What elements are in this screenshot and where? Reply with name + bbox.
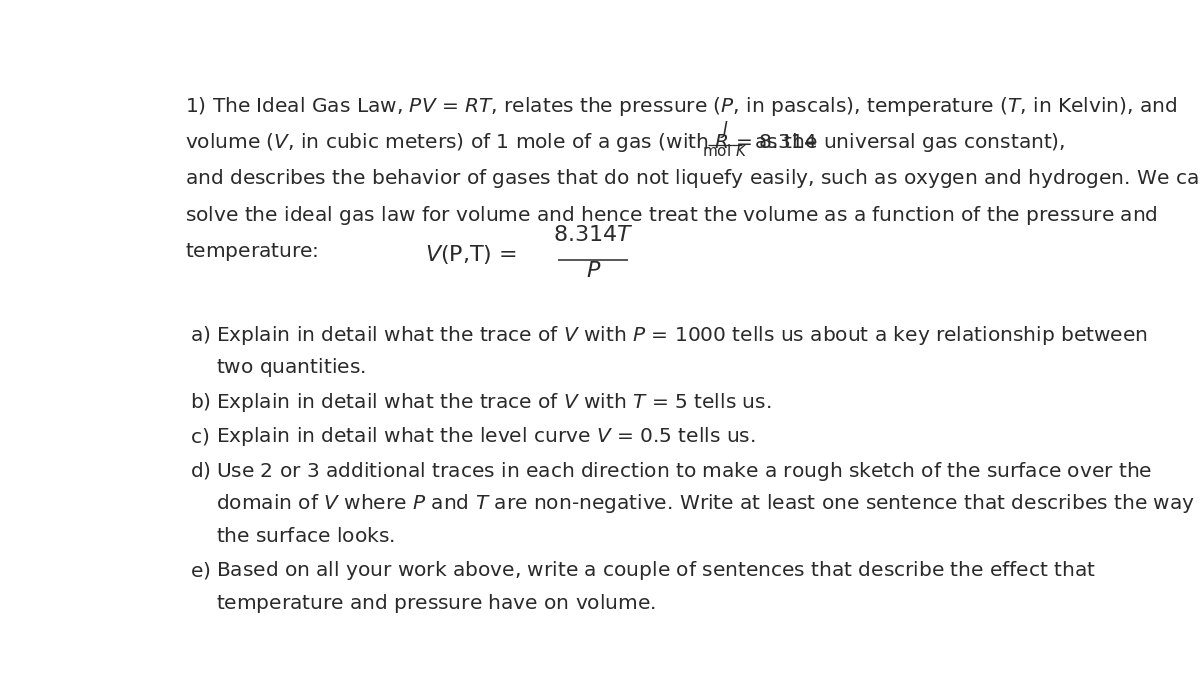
Text: $\text{Explain in detail what the level curve }\mathit{V}\text{ = 0.5 tells us.}: $\text{Explain in detail what the level …: [216, 425, 756, 449]
Text: $\mathit{P}$: $\mathit{P}$: [586, 260, 601, 280]
Text: $\text{temperature:}$: $\text{temperature:}$: [185, 240, 318, 263]
Text: $\text{and describes the behavior of gases that do not liquefy easily, such as o: $\text{and describes the behavior of gas…: [185, 167, 1200, 190]
Text: $\text{temperature and pressure have on volume.}$: $\text{temperature and pressure have on …: [216, 592, 655, 615]
Text: $\text{the surface looks.}$: $\text{the surface looks.}$: [216, 526, 395, 546]
Text: $\text{two quantities.}$: $\text{two quantities.}$: [216, 356, 366, 379]
Text: $\text{ as the universal gas constant),}$: $\text{ as the universal gas constant),}…: [749, 131, 1066, 154]
Text: mol $\mathit{K}$: mol $\mathit{K}$: [702, 143, 748, 159]
Text: $\text{Based on all your work above, write a couple of sentences that describe t: $\text{Based on all your work above, wri…: [216, 559, 1096, 582]
Text: $\text{c)}$: $\text{c)}$: [191, 426, 210, 446]
Text: $\text{1) The Ideal Gas Law, }\mathit{PV}\text{ = }\mathit{RT}\text{, relates th: $\text{1) The Ideal Gas Law, }\mathit{PV…: [185, 95, 1177, 118]
Text: $\text{d)}$: $\text{d)}$: [191, 460, 211, 482]
Text: $\text{solve the ideal gas law for volume and hence treat the volume as a functi: $\text{solve the ideal gas law for volum…: [185, 203, 1158, 227]
Text: $\text{e)}$: $\text{e)}$: [191, 559, 211, 581]
Text: $\text{Explain in detail what the trace of }\mathit{V}\text{ with }\mathit{P}\te: $\text{Explain in detail what the trace …: [216, 324, 1147, 347]
Text: $\text{Use 2 or 3 additional traces in each direction to make a rough sketch of : $\text{Use 2 or 3 additional traces in e…: [216, 460, 1152, 483]
Text: $\text{8.314}\mathit{T}$: $\text{8.314}\mathit{T}$: [553, 225, 634, 245]
Text: $\text{Explain in detail what the trace of }\mathit{V}\text{ with }\mathit{T}\te: $\text{Explain in detail what the trace …: [216, 391, 772, 413]
Text: $\mathit{V}\text{(P,T) = }$: $\mathit{V}\text{(P,T) = }$: [425, 243, 520, 267]
Text: $\text{volume (}\mathit{V}\text{, in cubic meters) of 1 mole of a gas (with }\ma: $\text{volume (}\mathit{V}\text{, in cub…: [185, 131, 818, 154]
Text: $\text{domain of }\mathit{V}\text{ where }\mathit{P}\text{ and }\mathit{T}\text{: $\text{domain of }\mathit{V}\text{ where…: [216, 492, 1195, 515]
Text: $\text{a)}$: $\text{a)}$: [191, 324, 211, 345]
Text: $\text{b)}$: $\text{b)}$: [191, 391, 211, 412]
Text: $\mathit{J}$: $\mathit{J}$: [720, 119, 730, 141]
